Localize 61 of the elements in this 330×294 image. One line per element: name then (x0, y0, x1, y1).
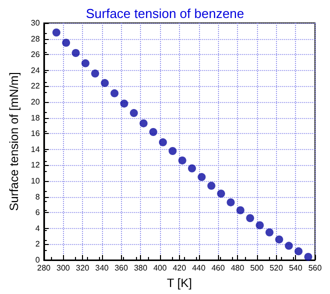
x-tick-label: 460 (211, 264, 226, 272)
point (226, 198, 235, 206)
point (62, 38, 70, 47)
x-tick-label: 540 (288, 264, 303, 272)
x-tick-label: 420 (172, 264, 187, 272)
x-tick-label: 300 (56, 264, 70, 272)
point (130, 109, 138, 118)
y-tick-label: 4 (35, 224, 40, 233)
point (217, 190, 226, 198)
y-tick-label: 20 (30, 98, 40, 106)
point (81, 59, 90, 68)
point (100, 79, 109, 88)
point (149, 128, 158, 136)
y-tick-label: 18 (30, 113, 40, 122)
x-tick-label: 320 (76, 264, 90, 272)
point (178, 156, 186, 164)
y-tick-label: 2 (35, 240, 40, 249)
point (158, 138, 167, 146)
point (265, 228, 274, 236)
point (198, 173, 206, 182)
point (304, 252, 312, 261)
point (207, 182, 216, 190)
y-tick-label: 22 (30, 82, 40, 91)
y-tick-label: 0 (35, 256, 40, 264)
y-tick-label: 8 (35, 192, 40, 202)
point (188, 164, 196, 172)
point (140, 119, 148, 128)
y-tick-label: 12 (30, 160, 40, 170)
point (284, 242, 293, 250)
x-tick-label: 480 (230, 264, 245, 272)
y-axis-title: Surface tension of [mN/m] (7, 72, 21, 211)
x-tick-label: 380 (134, 264, 148, 272)
point (256, 221, 264, 230)
x-tick-label: 280 (37, 264, 52, 272)
y-tick-label: 26 (30, 50, 40, 60)
x-axis-title: T [K] (166, 276, 192, 290)
point (120, 100, 128, 108)
point (275, 235, 284, 244)
chart-title: Surface tension of benzene (86, 6, 244, 21)
point (246, 214, 254, 222)
y-tick-label: 30 (30, 18, 40, 28)
point (236, 206, 244, 214)
x-tick-label: 520 (270, 264, 284, 272)
point (72, 49, 80, 58)
x-tick-label: 360 (114, 264, 129, 272)
point (294, 247, 303, 256)
point (52, 28, 60, 36)
x-tick-label: 500 (250, 264, 264, 272)
x-tick-label: 440 (192, 264, 206, 272)
y-tick-label: 14 (30, 144, 40, 154)
x-tick-label: 340 (95, 264, 110, 272)
point (168, 146, 177, 155)
x-tick-label: 400 (153, 264, 168, 272)
y-tick-label: 28 (30, 34, 40, 44)
y-tick-label: 10 (30, 176, 40, 186)
x-tick-label: 560 (308, 264, 322, 272)
point (91, 70, 100, 78)
y-tick-label: 6 (35, 208, 40, 218)
y-tick-label: 16 (30, 129, 40, 138)
y-tick-label: 24 (30, 66, 40, 75)
point (110, 89, 119, 98)
